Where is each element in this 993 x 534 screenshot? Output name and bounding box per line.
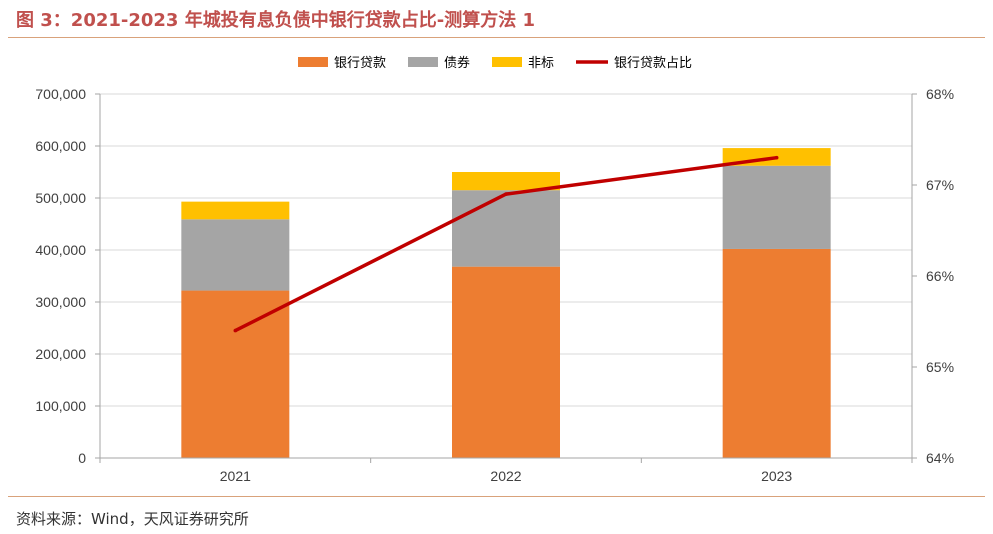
bar-segment <box>452 172 560 191</box>
x-axis-tick-label: 2021 <box>220 468 251 484</box>
ratio-line <box>233 155 779 333</box>
right-axis-tick-label: 65% <box>926 359 954 375</box>
bar-segment <box>181 219 290 291</box>
bar-segment <box>181 201 290 220</box>
bar-segment <box>722 165 831 249</box>
bar-segment <box>181 290 290 458</box>
legend-label: 银行贷款 <box>334 55 386 70</box>
left-axis-tick-label: 500,000 <box>35 190 86 206</box>
legend-swatch <box>298 57 328 67</box>
legend: 银行贷款 债券 非标 银行贷款占比 <box>298 55 692 70</box>
left-axis-tick-label: 200,000 <box>35 346 86 362</box>
legend-swatch <box>408 57 438 67</box>
legend-label: 债券 <box>444 55 470 70</box>
left-axis-tick-label: 400,000 <box>35 242 86 258</box>
axes: 0 100,000 200,000 300,000 400,000 500,000 600,… <box>35 86 954 484</box>
legend-label: 非标 <box>528 55 554 70</box>
top-divider <box>8 37 985 38</box>
x-axis-tick-label: 2023 <box>761 468 792 484</box>
chart-title: 图 3：2021-2023 年城投有息负债中银行贷款占比-测算方法 1 <box>16 10 535 31</box>
stacked-bar-line-chart: 0 100,000 200,000 300,000 400,000 500,000 600,… <box>35 55 954 484</box>
bottom-divider <box>8 496 985 497</box>
left-axis-tick-label: 300,000 <box>35 294 86 310</box>
left-axis-tick-label: 0 <box>78 450 86 466</box>
right-axis-tick-label: 67% <box>926 177 954 193</box>
bar-segment <box>722 248 831 458</box>
right-axis-tick-label: 68% <box>926 86 954 102</box>
bar-segment <box>452 266 560 458</box>
right-axis-tick-label: 66% <box>926 268 954 284</box>
left-axis-tick-label: 100,000 <box>35 398 86 414</box>
left-axis-tick-label: 600,000 <box>35 138 86 154</box>
line-point <box>233 328 238 333</box>
line-point <box>774 155 779 160</box>
line-point <box>504 192 508 196</box>
x-axis-tick-label: 2022 <box>490 468 521 484</box>
bar-segment <box>452 190 560 267</box>
bars <box>181 148 831 458</box>
source-note: 资料来源：Wind，天风证券研究所 <box>16 510 249 528</box>
left-axis-tick-label: 700,000 <box>35 86 86 102</box>
legend-swatch <box>492 57 522 67</box>
right-axis-tick-label: 64% <box>926 450 954 466</box>
legend-label: 银行贷款占比 <box>614 55 692 70</box>
